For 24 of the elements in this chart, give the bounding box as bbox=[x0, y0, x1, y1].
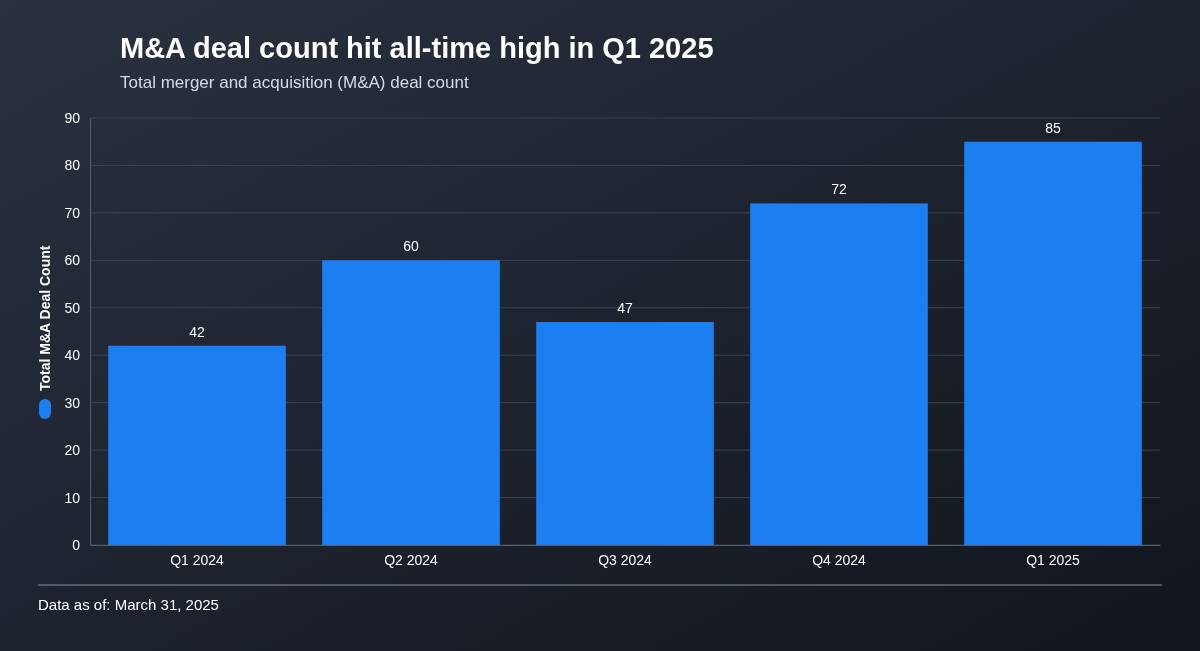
x-tick-label: Q2 2024 bbox=[384, 551, 439, 568]
x-tick-label: Q1 2025 bbox=[1026, 551, 1081, 568]
data-label: 72 bbox=[831, 181, 847, 198]
y-tick-label: 70 bbox=[64, 204, 81, 221]
y-tick-label: 0 bbox=[72, 536, 81, 553]
y-tick-label: 30 bbox=[64, 394, 81, 411]
y-tick-label: 90 bbox=[64, 109, 81, 126]
y-tick-label: 40 bbox=[64, 347, 81, 364]
x-tick-label: Q3 2024 bbox=[598, 551, 653, 568]
chart-subtitle: Total merger and acquisition (M&A) deal count bbox=[120, 73, 469, 92]
text: Data as of: March 31, 2025 bbox=[38, 596, 219, 613]
data-label: 47 bbox=[617, 300, 633, 317]
x-tick-label: Q1 2024 bbox=[170, 551, 225, 568]
chart-title: M&A deal count hit all-time high in Q1 2025 bbox=[120, 32, 714, 64]
y-tick-label: 20 bbox=[64, 442, 81, 459]
y-tick-label: 50 bbox=[64, 299, 81, 316]
y-tick-label: 10 bbox=[64, 489, 81, 506]
y-tick-label: 60 bbox=[64, 252, 81, 269]
text: Total M&A Deal Count bbox=[37, 245, 53, 391]
y-tick-label: 80 bbox=[64, 157, 81, 174]
data-label: 85 bbox=[1045, 119, 1061, 136]
data-label: 60 bbox=[403, 238, 419, 255]
x-tick-label: Q4 2024 bbox=[812, 551, 867, 568]
data-label: 42 bbox=[189, 323, 205, 340]
